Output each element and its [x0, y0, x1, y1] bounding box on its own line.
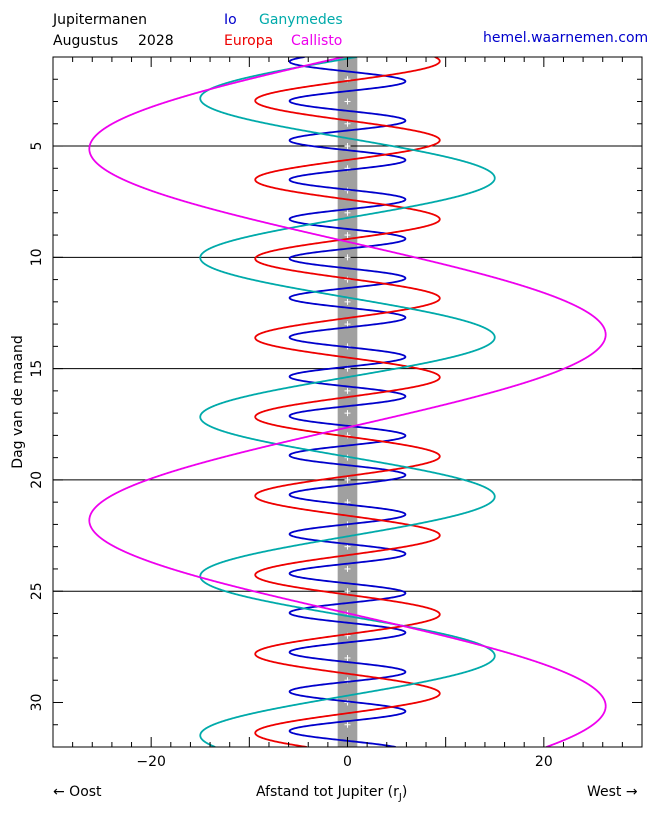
orbit-curve-ganymedes: [199, 57, 496, 747]
legend-callisto: Callisto: [291, 33, 343, 49]
y-tick-label-25: 25: [29, 582, 45, 600]
orbit-curve-callisto: [88, 57, 607, 747]
y-tick-label-5: 5: [29, 142, 45, 151]
legend-io: Io: [224, 12, 237, 28]
chart-title-month: Augustus: [53, 33, 119, 49]
x-axis-label-sub: J: [398, 792, 402, 803]
y-tick-label-30: 30: [29, 694, 45, 712]
orbit-curve-europa: [254, 57, 441, 747]
x-tick-label-0: 0: [343, 754, 352, 770]
orbit-curve-io: [288, 57, 407, 747]
x-axis-label: Afstand tot Jupiter (rJ): [256, 784, 408, 803]
chart-title-line1: Jupitermanen: [53, 12, 147, 28]
y-tick-label-20: 20: [29, 471, 45, 489]
y-axis-label: Dag van de maand: [10, 335, 26, 468]
y-tick-label-15: 15: [29, 360, 45, 378]
x-tick-label-20: 20: [535, 754, 553, 770]
legend-europa: Europa: [224, 33, 274, 49]
credit-link[interactable]: hemel.waarnemen.com: [483, 30, 649, 46]
chart-title-year: 2028: [138, 33, 174, 49]
east-direction-label: ← Oost: [53, 784, 102, 800]
x-tick-label--20: −20: [136, 754, 166, 770]
y-tick-label-10: 10: [29, 248, 45, 266]
legend-ganymedes: Ganymedes: [259, 12, 343, 28]
west-direction-label: West →: [587, 784, 638, 800]
